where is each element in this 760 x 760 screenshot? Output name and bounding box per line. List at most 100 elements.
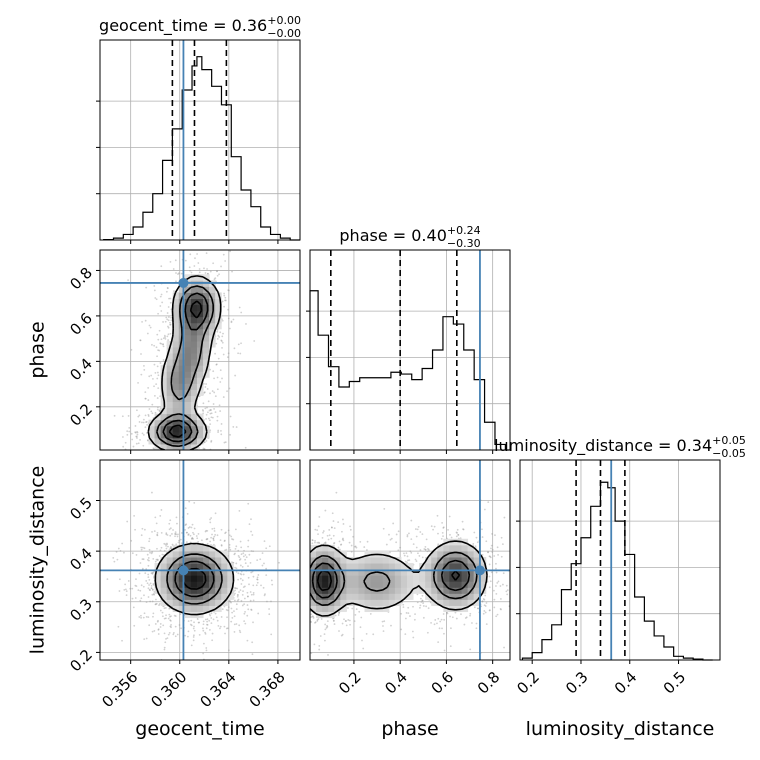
scatter-point (335, 491, 338, 494)
density-cell (178, 587, 186, 594)
scatter-point (139, 589, 142, 592)
phase_vs_geocent_time-ytick-label-1: 0.4 (66, 355, 96, 385)
scatter-point (180, 627, 182, 630)
scatter-point (306, 581, 308, 583)
density-cell (328, 550, 335, 558)
density-cell (406, 581, 414, 588)
scatter-point (305, 591, 307, 593)
scatter-point (228, 599, 231, 602)
scatter-point (419, 606, 421, 609)
density-cell (419, 587, 426, 594)
scatter-point (149, 600, 152, 603)
scatter-point (163, 334, 166, 337)
scatter-point (471, 622, 473, 624)
scatter-point (263, 562, 265, 565)
scatter-point (147, 415, 150, 417)
scatter-point (228, 534, 231, 537)
scatter-point (123, 551, 125, 554)
density-cell (364, 605, 372, 613)
density-cell (437, 581, 444, 588)
scatter-point (310, 621, 313, 623)
scatter-point (427, 548, 430, 551)
scatter-point (169, 527, 172, 530)
scatter-point (461, 520, 464, 523)
scatter-point (422, 602, 425, 604)
scatter-point (141, 432, 144, 435)
scatter-point (162, 667, 164, 669)
density-cell (160, 413, 168, 421)
scatter-point (153, 593, 155, 596)
scatter-point (227, 529, 230, 532)
truth-marker-luminosity_distance_vs_phase (474, 565, 485, 576)
scatter-point (142, 585, 145, 588)
scatter-point (426, 550, 429, 553)
scatter-point (308, 576, 310, 578)
scatter-point (382, 625, 384, 627)
scatter-point (390, 624, 392, 627)
density-cell (209, 563, 216, 570)
density-cell (316, 587, 323, 594)
scatter-point (413, 618, 416, 621)
scatter-point (146, 558, 149, 561)
scatter-point (213, 527, 216, 530)
scatter-point (151, 530, 153, 533)
scatter-point (233, 631, 236, 633)
scatter-point (229, 548, 232, 551)
density-cell (196, 569, 204, 576)
density-cell (467, 593, 475, 600)
scatter-point (295, 598, 297, 600)
phase_vs_geocent_time-ytick-label-0: 0.2 (66, 400, 96, 430)
scatter-point (212, 618, 215, 621)
scatter-point (175, 272, 177, 274)
scatter-point (257, 574, 260, 576)
scatter-point (490, 547, 492, 550)
density-cell (178, 286, 186, 293)
scatter-point (187, 527, 190, 529)
scatter-point (165, 638, 167, 640)
scatter-point (189, 534, 192, 537)
scatter-point (302, 568, 304, 570)
density-cell (166, 395, 174, 403)
scatter-point (215, 461, 217, 463)
scatter-point (234, 528, 237, 531)
scatter-point (488, 609, 491, 612)
scatter-point (217, 429, 220, 432)
density-cell (160, 563, 168, 570)
density-cell (209, 575, 216, 582)
density-cell (184, 563, 192, 570)
density-cell (461, 544, 469, 552)
density-cell (413, 575, 420, 582)
density-cell (178, 353, 186, 360)
scatter-point (244, 611, 246, 613)
scatter-point (330, 537, 333, 540)
scatter-point (311, 539, 314, 542)
scatter-point (317, 533, 319, 536)
density-cell (166, 563, 174, 570)
scatter-point (336, 663, 338, 665)
scatter-point (324, 509, 327, 512)
scatter-point (503, 646, 505, 649)
scatter-point (216, 274, 219, 277)
density-cell (148, 425, 156, 433)
scatter-point (307, 588, 309, 590)
title-luminosity_distance: luminosity_distance = 0.34+0.05 −0.05 (494, 434, 746, 460)
density-cell (431, 593, 438, 600)
density-cell (209, 328, 216, 336)
scatter-point (154, 297, 157, 299)
density-cell (346, 575, 353, 582)
scatter-point (148, 584, 150, 586)
density-cell (310, 569, 317, 576)
scatter-point (198, 447, 200, 449)
density-cell (322, 599, 329, 606)
density-cell (215, 569, 222, 576)
scatter-point (145, 421, 148, 423)
scatter-point (170, 626, 172, 629)
scatter-point (143, 612, 146, 615)
density-cell (352, 563, 359, 570)
scatter-point (118, 578, 121, 581)
scatter-point (139, 339, 142, 342)
scatter-point (184, 634, 187, 637)
density-cell (184, 401, 192, 409)
scatter-point (482, 612, 485, 615)
scatter-point (151, 403, 154, 406)
